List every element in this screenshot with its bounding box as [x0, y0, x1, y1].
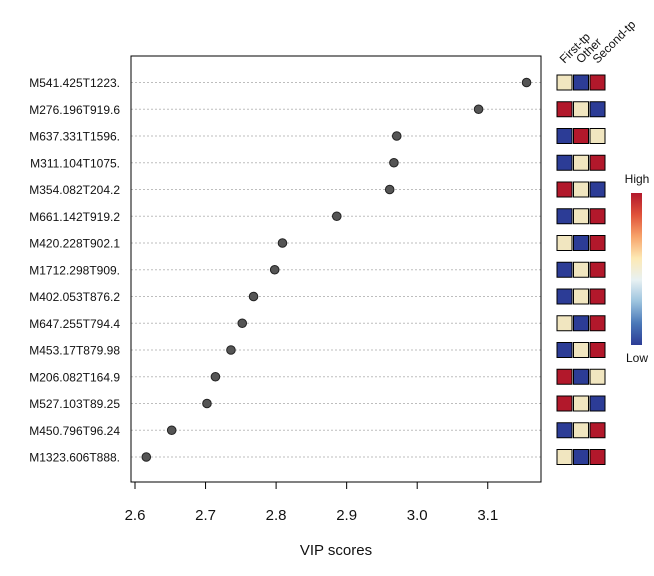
legend-color-bar	[631, 193, 642, 345]
feature-label: M637.331T1596.	[29, 130, 120, 144]
heatmap-cell	[589, 74, 606, 91]
heatmap-cell	[556, 368, 573, 385]
data-point	[391, 131, 402, 141]
heatmap-cell	[589, 128, 606, 144]
data-point	[237, 318, 248, 329]
heatmap-cell	[556, 128, 573, 144]
heatmap-cell	[573, 288, 589, 305]
heatmap-cell	[556, 261, 573, 278]
data-point	[210, 371, 221, 382]
data-point	[141, 452, 152, 462]
heatmap-cell	[556, 288, 573, 305]
heatmap-cell	[573, 101, 589, 118]
data-point	[226, 345, 236, 355]
heatmap-cell	[589, 342, 606, 358]
heatmap-cell	[573, 395, 589, 412]
heatmap-cell	[556, 154, 573, 171]
heatmap-cell	[556, 342, 573, 358]
heatmap-cell	[573, 154, 589, 171]
x-tick-label: 2.8	[266, 507, 287, 524]
heatmap-cell	[556, 422, 573, 439]
feature-label: M527.103T89.25	[29, 397, 120, 411]
feature-label: M311.104T1075.	[30, 156, 120, 170]
feature-label: M354.082T204.2	[29, 183, 120, 197]
heatmap-cell	[573, 128, 589, 144]
heatmap-cell	[589, 395, 606, 412]
feature-label: M450.796T96.24	[29, 424, 120, 438]
data-point	[269, 264, 280, 275]
heatmap-cell	[589, 288, 606, 305]
feature-label: M647.255T794.4	[29, 317, 120, 331]
heatmap-cell	[556, 101, 573, 118]
x-axis: 2.6 2.7 2.8 2.9 3.0 3.1	[125, 481, 498, 524]
heatmap-cell	[556, 74, 573, 91]
feature-label: M453.17T879.98	[29, 344, 120, 358]
heatmap-cell	[589, 449, 606, 465]
data-point	[202, 398, 212, 409]
x-tick-label: 3.0	[407, 507, 428, 524]
feature-label: M420.228T902.1	[29, 237, 120, 251]
heatmap-cell	[589, 101, 606, 118]
heatmap-cell	[556, 181, 573, 198]
feature-label: M1323.606T888.	[29, 451, 120, 465]
heatmap-cell	[573, 422, 589, 439]
heatmap-cell	[589, 368, 606, 385]
legend-low-label: Low	[626, 351, 648, 365]
heatmap-cell	[589, 422, 606, 439]
data-point	[166, 425, 177, 436]
heatmap-cell	[556, 395, 573, 412]
heatmap-cell	[573, 449, 589, 465]
heatmap-cell	[573, 181, 589, 198]
heatmap-cell	[573, 74, 589, 91]
heatmap-cell	[573, 315, 589, 332]
heatmap-cell	[573, 368, 589, 385]
color-legend: High Low	[625, 172, 650, 365]
feature-label: M541.425T1223.	[29, 76, 120, 90]
x-axis-title: VIP scores	[300, 542, 372, 559]
x-tick-label: 2.9	[336, 507, 357, 524]
data-point	[473, 104, 484, 115]
heatmap-cell	[556, 235, 573, 251]
feature-label: M1712.298T909.	[29, 263, 120, 277]
data-point	[248, 291, 259, 302]
heatmap-cell	[589, 261, 606, 278]
heatmap-cell	[556, 208, 573, 225]
data-point	[277, 238, 288, 248]
heatmap-cell	[573, 208, 589, 225]
heatmap-cell	[573, 261, 589, 278]
feature-label: M661.142T919.2	[29, 210, 120, 224]
heatmap-cell	[556, 449, 573, 465]
heatmap-cell	[589, 208, 606, 225]
feature-label: M206.082T164.9	[29, 370, 120, 384]
legend-high-label: High	[625, 172, 650, 186]
x-tick-label: 3.1	[477, 507, 498, 524]
data-point	[389, 157, 399, 168]
data-point	[521, 77, 532, 88]
data-point	[384, 184, 395, 195]
group-heatmap	[556, 74, 606, 465]
plot-frame	[130, 55, 542, 483]
x-tick-label: 2.6	[125, 507, 146, 524]
heatmap-cell	[589, 315, 606, 332]
x-tick-label: 2.7	[195, 507, 216, 524]
data-point	[331, 211, 342, 222]
data-points	[141, 77, 532, 462]
grid-lines	[131, 82, 541, 458]
heatmap-cell	[589, 235, 606, 251]
heatmap-cell	[556, 315, 573, 332]
feature-label: M276.196T919.6	[29, 103, 120, 117]
y-axis-labels: M541.425T1223. M276.196T919.6 M637.331T159…	[29, 76, 120, 465]
heatmap-cell	[589, 154, 606, 171]
feature-label: M402.053T876.2	[29, 290, 120, 304]
heatmap-cell	[589, 181, 606, 198]
heatmap-cell	[573, 235, 589, 251]
heatmap-cell	[573, 342, 589, 358]
